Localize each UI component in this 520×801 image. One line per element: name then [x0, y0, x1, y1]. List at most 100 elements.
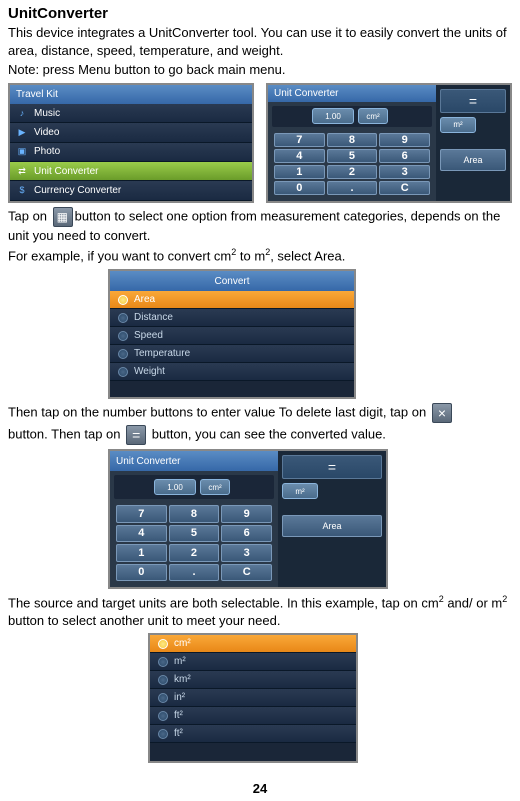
menu-item-currency-converter[interactable]: $Currency Converter — [10, 181, 252, 200]
menu-label: Photo — [34, 146, 60, 157]
menu-label: Music — [34, 108, 60, 119]
key-6[interactable]: 6 — [379, 149, 430, 163]
music-icon: ♪ — [16, 107, 28, 119]
radio-dot-icon — [118, 331, 128, 341]
converter-header: Unit Converter — [110, 451, 278, 471]
keypad: 7 8 9 4 5 6 1 2 3 0 . C — [268, 131, 436, 201]
text-part: button to select one option from measure… — [8, 208, 500, 243]
key-6[interactable]: 6 — [221, 525, 272, 543]
travel-kit-menu-screenshot: Travel Kit ♪ Music ▶Video ▣Photo ⇄ Unit Co… — [8, 83, 254, 203]
unit-converter-screenshot: Unit Converter 1.00 cm² 7 8 9 4 5 6 1 2 … — [266, 83, 512, 203]
key-1[interactable]: 1 — [274, 165, 325, 179]
key-2[interactable]: 2 — [169, 544, 220, 562]
from-unit-chip[interactable]: cm² — [200, 479, 230, 495]
convert-item-temperature[interactable]: Temperature — [110, 345, 354, 363]
key-8[interactable]: 8 — [169, 505, 220, 523]
key-4[interactable]: 4 — [274, 149, 325, 163]
text-part: button. Then tap on — [8, 427, 124, 442]
unit-item-km2[interactable]: km² — [150, 671, 356, 689]
key-dot[interactable]: . — [169, 564, 220, 582]
header-label: Unit Converter — [274, 88, 338, 99]
unit-item-ft2b[interactable]: ft² — [150, 725, 356, 743]
menu-item-video[interactable]: ▶Video — [10, 123, 252, 142]
menu-label: Video — [34, 127, 59, 138]
value-chip[interactable]: 1.00 — [154, 479, 196, 495]
convert-item-area[interactable]: Area — [110, 291, 354, 309]
key-clear[interactable]: C — [379, 181, 430, 195]
to-unit-chip[interactable]: m² — [282, 483, 318, 499]
radio-dot-icon — [158, 711, 168, 721]
screenshot-row-1: Travel Kit ♪ Music ▶Video ▣Photo ⇄ Unit Co… — [8, 83, 512, 203]
key-8[interactable]: 8 — [327, 133, 378, 147]
item-label: km² — [174, 674, 191, 685]
converter-left-panel: Unit Converter 1.00 cm² 7 8 9 4 5 6 1 2 … — [268, 85, 436, 201]
item-label: cm² — [174, 638, 191, 649]
radio-dot-icon — [158, 729, 168, 739]
text-part: The source and target units are both sel… — [8, 595, 439, 610]
input-display: 1.00 cm² — [272, 106, 432, 127]
item-label: Temperature — [134, 348, 190, 359]
key-4[interactable]: 4 — [116, 525, 167, 543]
key-9[interactable]: 9 — [221, 505, 272, 523]
text-part: Tap on — [8, 208, 51, 223]
source-target-instruction: The source and target units are both sel… — [8, 593, 512, 629]
key-2[interactable]: 2 — [327, 165, 378, 179]
text-part: button to select another unit to meet yo… — [8, 613, 280, 628]
menu-item-photo[interactable]: ▣Photo — [10, 143, 252, 162]
key-9[interactable]: 9 — [379, 133, 430, 147]
area-category-button[interactable]: Area — [440, 149, 506, 171]
key-7[interactable]: 7 — [116, 505, 167, 523]
text-part: to m — [236, 249, 265, 264]
item-label: Speed — [134, 330, 163, 341]
key-clear[interactable]: C — [221, 564, 272, 582]
menu-label: Currency Converter — [34, 185, 121, 196]
converter-icon: ⇄ — [16, 165, 28, 177]
area-category-button[interactable]: Area — [282, 515, 382, 537]
text-part: Then tap on the number buttons to enter … — [8, 405, 430, 420]
text-part: For example, if you want to convert cm — [8, 249, 231, 264]
convert-menu-header: Convert — [110, 271, 354, 291]
key-5[interactable]: 5 — [169, 525, 220, 543]
item-label: ft² — [174, 710, 183, 721]
item-label: Distance — [134, 312, 173, 323]
converter-header: Unit Converter — [268, 85, 436, 102]
convert-item-speed[interactable]: Speed — [110, 327, 354, 345]
key-1[interactable]: 1 — [116, 544, 167, 562]
text-part: button, you can see the converted value. — [148, 427, 386, 442]
convert-item-distance[interactable]: Distance — [110, 309, 354, 327]
key-7[interactable]: 7 — [274, 133, 325, 147]
key-3[interactable]: 3 — [379, 165, 430, 179]
intro-text-1: This device integrates a UnitConverter t… — [8, 24, 512, 59]
item-label: Area — [134, 294, 155, 305]
text-part: , select Area. — [270, 249, 345, 264]
radio-dot-icon — [158, 657, 168, 667]
value-chip[interactable]: 1.00 — [312, 108, 354, 124]
convert-item-weight[interactable]: Weight — [110, 363, 354, 381]
unit-item-m2[interactable]: m² — [150, 653, 356, 671]
from-unit-chip[interactable]: cm² — [358, 108, 388, 124]
key-dot[interactable]: . — [327, 181, 378, 195]
key-0[interactable]: 0 — [274, 181, 325, 195]
key-5[interactable]: 5 — [327, 149, 378, 163]
equals-button[interactable]: = — [440, 89, 506, 113]
tab-header: Travel Kit — [10, 85, 252, 104]
unit-item-ft2[interactable]: ft² — [150, 707, 356, 725]
unit-select-menu-screenshot: cm² m² km² in² ft² ft² — [148, 633, 358, 763]
to-unit-chip[interactable]: m² — [440, 117, 476, 133]
text-part: and/ or m — [444, 595, 503, 610]
key-3[interactable]: 3 — [221, 544, 272, 562]
item-label: Weight — [134, 366, 165, 377]
unit-item-in2[interactable]: in² — [150, 689, 356, 707]
key-0[interactable]: 0 — [116, 564, 167, 582]
menu-label: Unit Converter — [34, 166, 98, 177]
menu-item-unit-converter[interactable]: ⇄ Unit Converter — [10, 162, 252, 181]
example-instruction: For example, if you want to convert cm2 … — [8, 246, 512, 265]
tap-instruction-1: Tap on button to select one option from … — [8, 207, 512, 245]
radio-dot-icon — [158, 675, 168, 685]
equals-button[interactable]: = — [282, 455, 382, 479]
keypad: 7 8 9 4 5 6 1 2 3 0 . C — [110, 503, 278, 587]
unit-item-cm2[interactable]: cm² — [150, 635, 356, 653]
then-instruction: Then tap on the number buttons to enter … — [8, 403, 512, 423]
radio-dot-icon — [158, 693, 168, 703]
menu-item-music[interactable]: ♪ Music — [10, 104, 252, 123]
